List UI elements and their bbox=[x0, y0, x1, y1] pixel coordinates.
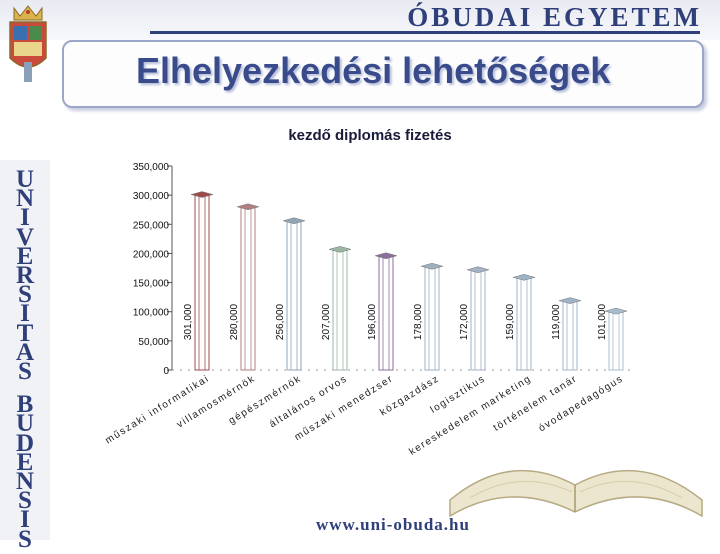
bar-value-label: 178,000 bbox=[413, 303, 424, 340]
bar bbox=[516, 276, 532, 371]
bar-cap bbox=[236, 203, 260, 211]
brand-underline bbox=[150, 31, 700, 34]
footer-url: www.uni-obuda.hu bbox=[316, 515, 470, 534]
bar-value-label: 207,000 bbox=[321, 303, 332, 340]
y-tick-label: 50,000 bbox=[138, 337, 169, 348]
bar-cap bbox=[190, 191, 214, 198]
bar-cap bbox=[604, 307, 628, 315]
sidebar-letter: I bbox=[20, 506, 30, 534]
bar bbox=[194, 194, 210, 371]
sidebar-letter: U bbox=[15, 410, 35, 438]
bar-cap bbox=[328, 246, 352, 253]
sidebar-letter: E bbox=[16, 242, 34, 270]
sidebar-letter: V bbox=[15, 223, 35, 251]
sidebar-letter: N bbox=[15, 468, 35, 495]
bar-cap bbox=[558, 297, 582, 304]
title-banner bbox=[62, 40, 704, 108]
bar-value-label: 280,000 bbox=[229, 303, 240, 340]
bar-value-label: 301,000 bbox=[183, 303, 194, 340]
bar-value-label: 196,000 bbox=[367, 303, 378, 340]
bar-value-label: 159,000 bbox=[505, 303, 516, 340]
bar bbox=[562, 300, 578, 371]
bar-cap bbox=[282, 217, 306, 225]
bar-cap bbox=[374, 252, 398, 260]
salary-bar-chart: kezdő diplomás fizetés 0 50,000 100,000 150,… bbox=[103, 127, 632, 458]
bar bbox=[286, 220, 302, 371]
bar-value-label: 256,000 bbox=[275, 303, 286, 340]
y-tick-label: 150,000 bbox=[133, 279, 170, 290]
sidebar-letter: R bbox=[15, 262, 35, 289]
chart-title: kezdő diplomás fizetés bbox=[288, 127, 451, 144]
sidebar-letter: N bbox=[15, 185, 35, 213]
university-brand: ÓBUDAI EGYETEM bbox=[407, 2, 702, 32]
bar bbox=[240, 206, 256, 371]
sidebar-letter: B bbox=[16, 391, 34, 419]
sidebar-letter: I bbox=[20, 204, 30, 232]
bar bbox=[470, 269, 486, 371]
x-tick-label: villamosmérnök bbox=[175, 373, 258, 430]
bar-cap bbox=[512, 274, 536, 281]
sidebar-letter: D bbox=[15, 429, 35, 457]
bar-cap bbox=[420, 262, 444, 270]
y-tick-label: 100,000 bbox=[133, 308, 170, 319]
x-tick-label: általános orvos bbox=[268, 373, 350, 430]
bar-value-label: 119,000 bbox=[551, 304, 562, 340]
bar bbox=[332, 248, 348, 371]
university-crest-icon bbox=[9, 5, 47, 82]
sidebar-letter: A bbox=[15, 338, 35, 366]
bar bbox=[424, 265, 440, 371]
x-tick-label: óvodapedagógus bbox=[537, 373, 626, 434]
sidebar-letter: S bbox=[18, 281, 32, 309]
sidebar-letter: T bbox=[16, 319, 34, 347]
y-tick-label: 300,000 bbox=[133, 191, 170, 202]
sidebar-letter: S bbox=[18, 358, 32, 385]
sidebar-letter: E bbox=[16, 448, 34, 476]
page-title: Elhelyezkedési lehetőségek bbox=[136, 50, 611, 91]
sidebar-letter: U bbox=[15, 166, 35, 193]
bar bbox=[378, 255, 394, 371]
sidebar-letter: S bbox=[18, 487, 32, 515]
y-tick-label: 0 bbox=[163, 366, 169, 377]
bar-value-label: 172,000 bbox=[459, 303, 470, 340]
bar-value-label: 101,000 bbox=[597, 303, 608, 340]
bar bbox=[608, 310, 624, 371]
y-tick-label: 250,000 bbox=[133, 220, 170, 231]
sidebar-letter: I bbox=[20, 300, 30, 328]
y-tick-label: 200,000 bbox=[133, 249, 170, 260]
open-book-icon bbox=[449, 469, 703, 518]
bar-cap bbox=[466, 266, 490, 274]
y-tick-label: 350,000 bbox=[133, 162, 170, 173]
